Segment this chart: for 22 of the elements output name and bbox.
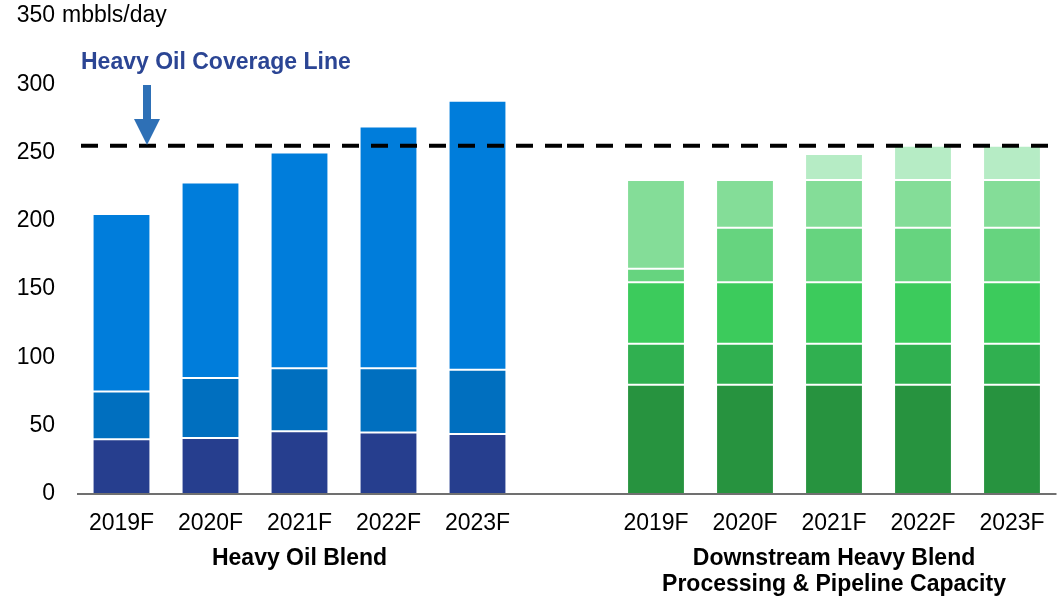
x-tick-label: 2019F xyxy=(623,509,689,536)
y-tick-label: 0 xyxy=(42,479,55,506)
y-tick-label: 150 xyxy=(16,274,55,301)
x-tick-label: 2021F xyxy=(266,509,333,536)
x-tick-label: 2022F xyxy=(890,509,956,536)
y-axis-title: mbbls/day xyxy=(62,1,168,28)
y-tick-label: 200 xyxy=(16,206,55,233)
y-tick-label: 100 xyxy=(16,342,55,369)
y-tick-label: 300 xyxy=(16,69,55,96)
x-tick-label: 2023F xyxy=(979,509,1045,536)
x-tick-label: 2019F xyxy=(88,509,155,536)
y-tick-label: 50 xyxy=(29,411,55,438)
x-tick-label: 2020F xyxy=(177,509,244,536)
x-tick-label: 2022F xyxy=(355,509,422,536)
y-tick-label: 250 xyxy=(16,137,55,164)
x-tick-label: 2020F xyxy=(712,509,778,536)
x-axis-title: Downstream Heavy Blend Processing & Pipeline Capacity xyxy=(662,544,1007,597)
y-tick-label: 350 xyxy=(16,1,55,28)
x-tick-label: 2021F xyxy=(801,509,867,536)
x-axis-title: Heavy Oil Blend xyxy=(211,544,388,571)
annotation: Heavy Oil Coverage Line xyxy=(81,48,351,75)
x-tick-label: 2023F xyxy=(444,509,511,536)
